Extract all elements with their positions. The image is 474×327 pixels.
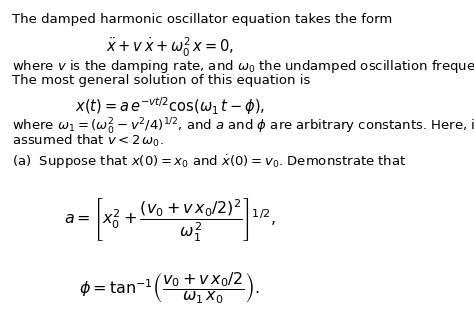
Text: The most general solution of this equation is: The most general solution of this equati… <box>11 74 310 87</box>
Text: assumed that $v < 2\,\omega_0$.: assumed that $v < 2\,\omega_0$. <box>11 133 164 149</box>
Text: (a)  Suppose that $x(0) = x_0$ and $\dot{x}(0) = v_0$. Demonstrate that: (a) Suppose that $x(0) = x_0$ and $\dot{… <box>11 154 406 171</box>
Text: $a = \left[x_0^2 + \dfrac{(v_0 + v\,x_0/2)^2}{\omega_1^2}\right]^{1/2},$: $a = \left[x_0^2 + \dfrac{(v_0 + v\,x_0/… <box>64 196 276 243</box>
Text: $\phi = \tan^{-1}\!\left(\dfrac{v_0 + v\,x_0/2}{\omega_1\,x_0}\right).$: $\phi = \tan^{-1}\!\left(\dfrac{v_0 + v\… <box>80 270 260 306</box>
Text: The damped harmonic oscillator equation takes the form: The damped harmonic oscillator equation … <box>11 13 392 26</box>
Text: $x(t) = a\,e^{-vt/2}\cos(\omega_1\,t - \phi),$: $x(t) = a\,e^{-vt/2}\cos(\omega_1\,t - \… <box>75 95 265 117</box>
Text: $\ddot{x} + v\,\dot{x} + \omega_0^2\, x = 0,$: $\ddot{x} + v\,\dot{x} + \omega_0^2\, x … <box>106 35 234 59</box>
Text: where $v$ is the damping rate, and $\omega_0$ the undamped oscillation frequency: where $v$ is the damping rate, and $\ome… <box>11 58 474 75</box>
Text: where $\omega_1 = (\omega_0^2 - v^2/4)^{1/2}$, and $a$ and $\phi$ are arbitrary : where $\omega_1 = (\omega_0^2 - v^2/4)^{… <box>11 116 474 137</box>
